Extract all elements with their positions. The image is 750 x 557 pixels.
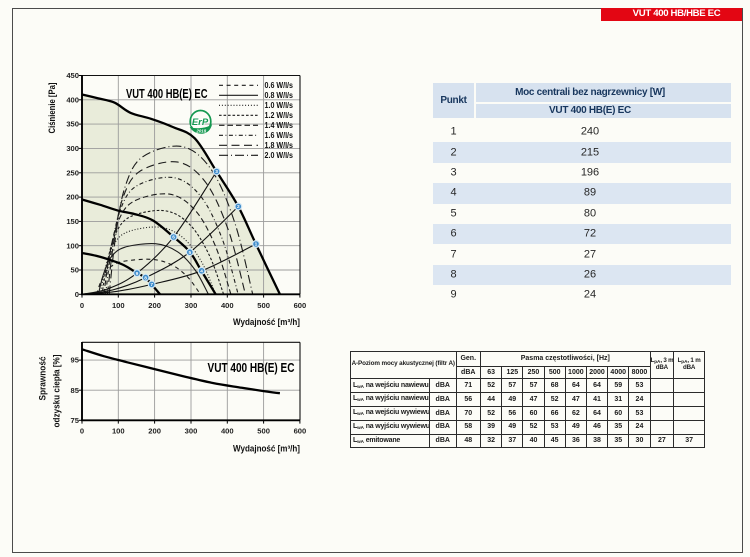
- svg-text:9: 9: [136, 271, 139, 277]
- svg-text:300: 300: [185, 427, 198, 436]
- svg-text:95: 95: [71, 356, 80, 365]
- svg-text:1.6 W/l/s: 1.6 W/l/s: [265, 131, 294, 140]
- svg-text:400: 400: [66, 95, 79, 104]
- svg-text:400: 400: [221, 427, 234, 436]
- svg-text:150: 150: [66, 217, 79, 226]
- svg-text:50: 50: [71, 266, 79, 275]
- svg-text:100: 100: [112, 427, 125, 436]
- svg-text:0: 0: [80, 301, 84, 310]
- svg-text:odzysku ciepła [%]: odzysku ciepła [%]: [52, 354, 62, 427]
- svg-text:250: 250: [66, 168, 79, 177]
- svg-text:1.0 W/l/s: 1.0 W/l/s: [265, 101, 294, 110]
- svg-text:100: 100: [66, 241, 79, 250]
- svg-text:Sprawność: Sprawność: [38, 356, 48, 400]
- svg-text:3: 3: [215, 169, 218, 175]
- svg-text:350: 350: [66, 120, 79, 129]
- svg-text:8: 8: [144, 275, 147, 281]
- svg-text:Wydajność [m³/h]: Wydajność [m³/h]: [233, 317, 300, 327]
- svg-text:0.6 W/l/s: 0.6 W/l/s: [265, 81, 294, 90]
- svg-text:200: 200: [66, 193, 79, 202]
- svg-text:1.2 W/l/s: 1.2 W/l/s: [265, 111, 294, 120]
- svg-text:600: 600: [294, 427, 307, 436]
- svg-text:500: 500: [257, 301, 270, 310]
- svg-text:1.4 W/l/s: 1.4 W/l/s: [265, 121, 294, 130]
- svg-text:7: 7: [150, 282, 153, 288]
- svg-text:0: 0: [80, 427, 84, 436]
- svg-text:500: 500: [257, 427, 270, 436]
- svg-text:100: 100: [112, 301, 125, 310]
- svg-text:2: 2: [237, 204, 240, 210]
- svg-text:4: 4: [200, 269, 203, 275]
- svg-text:200: 200: [148, 301, 161, 310]
- svg-text:400: 400: [221, 301, 234, 310]
- svg-text:300: 300: [66, 144, 79, 153]
- svg-text:0: 0: [75, 290, 79, 299]
- svg-text:Wydajność [m³/h]: Wydajność [m³/h]: [233, 444, 300, 454]
- svg-text:6: 6: [172, 235, 175, 241]
- svg-text:5: 5: [188, 250, 191, 256]
- svg-text:ErP: ErP: [192, 117, 209, 128]
- svg-text:600: 600: [294, 301, 307, 310]
- svg-text:300: 300: [185, 301, 198, 310]
- svg-text:1.8 W/l/s: 1.8 W/l/s: [265, 141, 294, 150]
- svg-text:1: 1: [255, 242, 258, 248]
- svg-text:200: 200: [148, 427, 161, 436]
- svg-text:VUT 400 HB(E) EC: VUT 400 HB(E) EC: [126, 87, 208, 101]
- svg-text:0.8 W/l/s: 0.8 W/l/s: [265, 91, 294, 100]
- svg-text:Ciśnienie [Pa]: Ciśnienie [Pa]: [47, 82, 57, 133]
- svg-text:2.0 W/l/s: 2.0 W/l/s: [265, 151, 294, 160]
- svg-text:VUT 400 HB(E) EC: VUT 400 HB(E) EC: [208, 361, 295, 375]
- svg-text:2018: 2018: [195, 128, 206, 133]
- svg-text:85: 85: [71, 386, 80, 395]
- svg-text:450: 450: [66, 71, 79, 80]
- svg-text:75: 75: [71, 416, 80, 425]
